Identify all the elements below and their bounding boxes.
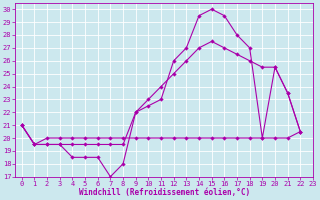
X-axis label: Windchill (Refroidissement éolien,°C): Windchill (Refroidissement éolien,°C) — [79, 188, 250, 197]
